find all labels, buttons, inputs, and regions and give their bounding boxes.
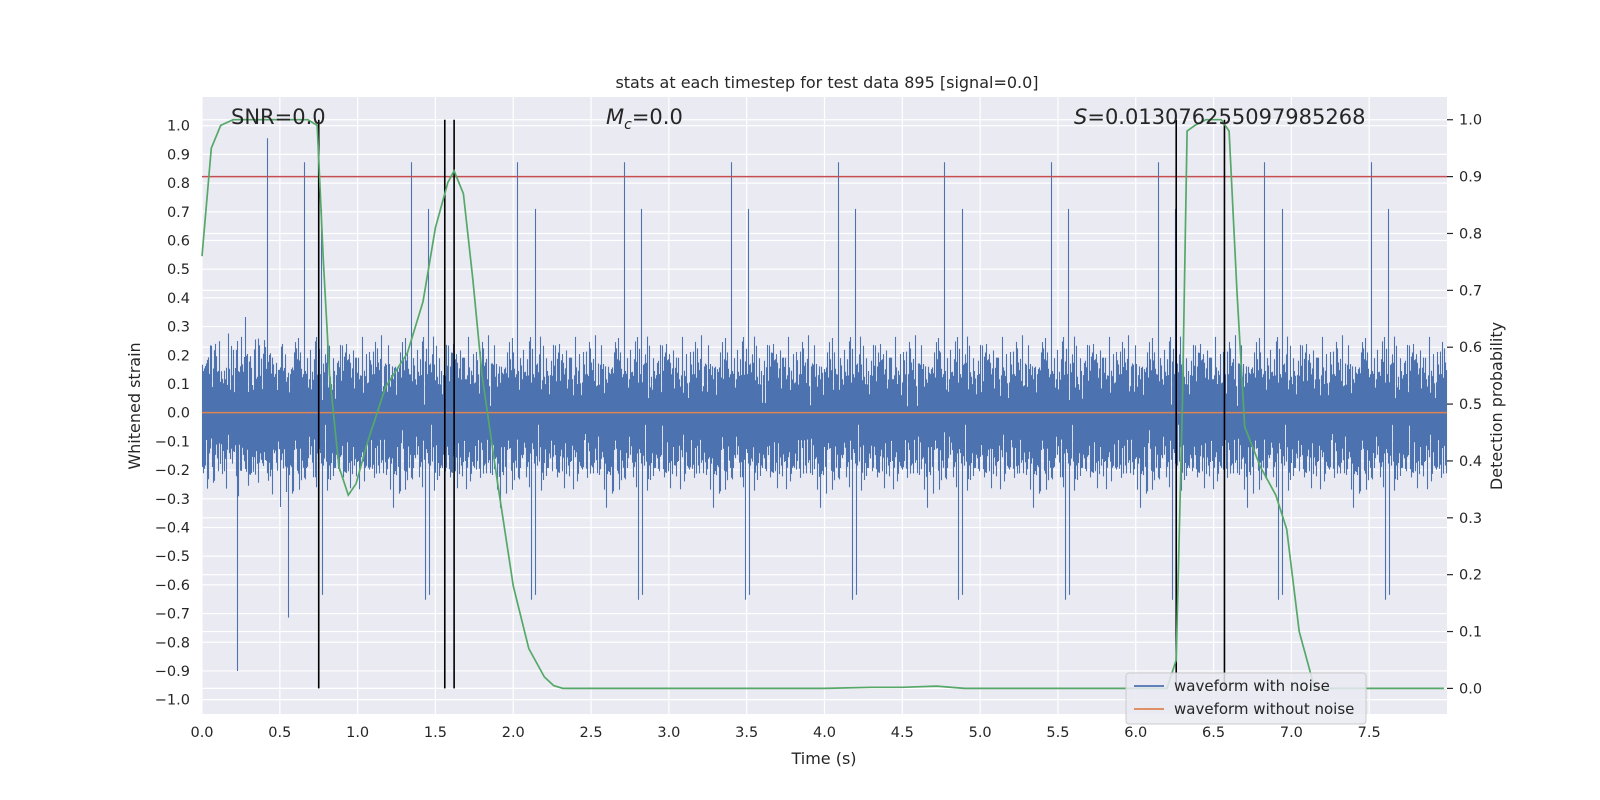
y-tick-label: 0.0 — [167, 406, 190, 422]
x-tick-label: 6.0 — [1124, 725, 1147, 741]
x-tick-label: 5.0 — [969, 725, 992, 741]
y2-tick-label: 0.6 — [1459, 340, 1482, 356]
y2-tick-label: 0.8 — [1459, 226, 1482, 242]
x-tick-label: 4.0 — [813, 725, 836, 741]
y-tick-label: 0.3 — [167, 320, 190, 336]
legend-label-clean: waveform without noise — [1174, 700, 1354, 718]
chart-title: stats at each timestep for test data 895… — [615, 73, 1038, 92]
x-tick-label: 1.5 — [424, 725, 447, 741]
series-detection-probability — [201, 118, 1444, 690]
y-tick-label: −0.3 — [155, 492, 190, 508]
score-annotation: S=0.013076255097985268 — [1074, 105, 1365, 129]
y-tick-label: 0.1 — [167, 377, 190, 393]
y-tick-label: 0.6 — [167, 233, 190, 249]
y-tick-label: 0.5 — [167, 262, 190, 278]
x-tick-label: 2.5 — [580, 725, 603, 741]
x-tick-label: 3.5 — [735, 725, 758, 741]
x-tick-label: 0.5 — [268, 725, 291, 741]
x-tick-label: 3.0 — [657, 725, 680, 741]
x-tick-label: 2.0 — [502, 725, 525, 741]
y-tick-label: 0.9 — [167, 147, 190, 163]
chirp-mass-annotation: Mc=0.0 — [606, 105, 683, 133]
y-axis-ticks: 1.0 0.9 0.8 0.7 0.6 0.5 0.4 0.3 0.2 0.1 0.0 −0.1 −0.… — [155, 119, 190, 709]
y2-tick-label: 1.0 — [1459, 113, 1482, 129]
x-axis-ticks: 0.0 0.5 1.0 1.5 2.0 2.5 3.0 3.5 4.0 4.5 5.0 5.5 6.0 6… — [190, 725, 1380, 741]
y-axis-label: Whitened strain — [125, 342, 144, 469]
y2-axis-label: Detection probability — [1487, 322, 1506, 490]
snr-annotation: SNR=0.0 — [231, 105, 326, 129]
y2-tick-label: 0.0 — [1459, 681, 1482, 697]
y2-tick-label: 0.5 — [1459, 397, 1482, 413]
x-tick-label: 6.5 — [1202, 725, 1225, 741]
x-tick-label: 4.5 — [891, 725, 914, 741]
x-tick-label: 7.5 — [1358, 725, 1381, 741]
y-tick-label: 0.2 — [167, 348, 190, 364]
x-tick-label: 7.0 — [1280, 725, 1303, 741]
x-axis-label: Time (s) — [790, 749, 856, 768]
vertical-markers — [317, 119, 1226, 689]
y-tick-label: 0.4 — [167, 291, 190, 307]
y-tick-label: −0.4 — [155, 520, 190, 536]
y-tick-label: −0.6 — [155, 578, 190, 594]
legend: waveform with noise waveform without noi… — [1125, 672, 1367, 725]
y2-tick-label: 0.1 — [1459, 625, 1482, 641]
y2-tick-label: 0.7 — [1459, 283, 1482, 299]
y2-tick-label: 0.2 — [1459, 568, 1482, 584]
y-tick-label: −0.5 — [155, 549, 190, 565]
y2-tick-label: 0.4 — [1459, 454, 1482, 470]
x-tick-label: 0.0 — [190, 725, 213, 741]
y2-axis-ticks: 1.0 0.9 0.8 0.7 0.6 0.5 0.4 0.3 0.2 0.1 0.0 — [1447, 113, 1482, 697]
y-tick-label: −1.0 — [155, 693, 190, 709]
y-tick-label: −0.7 — [155, 607, 190, 623]
x-tick-label: 1.0 — [346, 725, 369, 741]
y-tick-label: 1.0 — [167, 119, 190, 135]
y-tick-label: 0.7 — [167, 205, 190, 221]
y-tick-label: −0.2 — [155, 463, 190, 479]
y-tick-label: −0.8 — [155, 635, 190, 651]
legend-label-noise: waveform with noise — [1174, 677, 1330, 695]
y-tick-label: 0.8 — [167, 176, 190, 192]
y-tick-label: −0.1 — [155, 434, 190, 450]
y-tick-label: −0.9 — [155, 664, 190, 680]
y2-tick-label: 0.3 — [1459, 511, 1482, 527]
y2-tick-label: 0.9 — [1459, 170, 1482, 186]
x-tick-label: 5.5 — [1046, 725, 1069, 741]
